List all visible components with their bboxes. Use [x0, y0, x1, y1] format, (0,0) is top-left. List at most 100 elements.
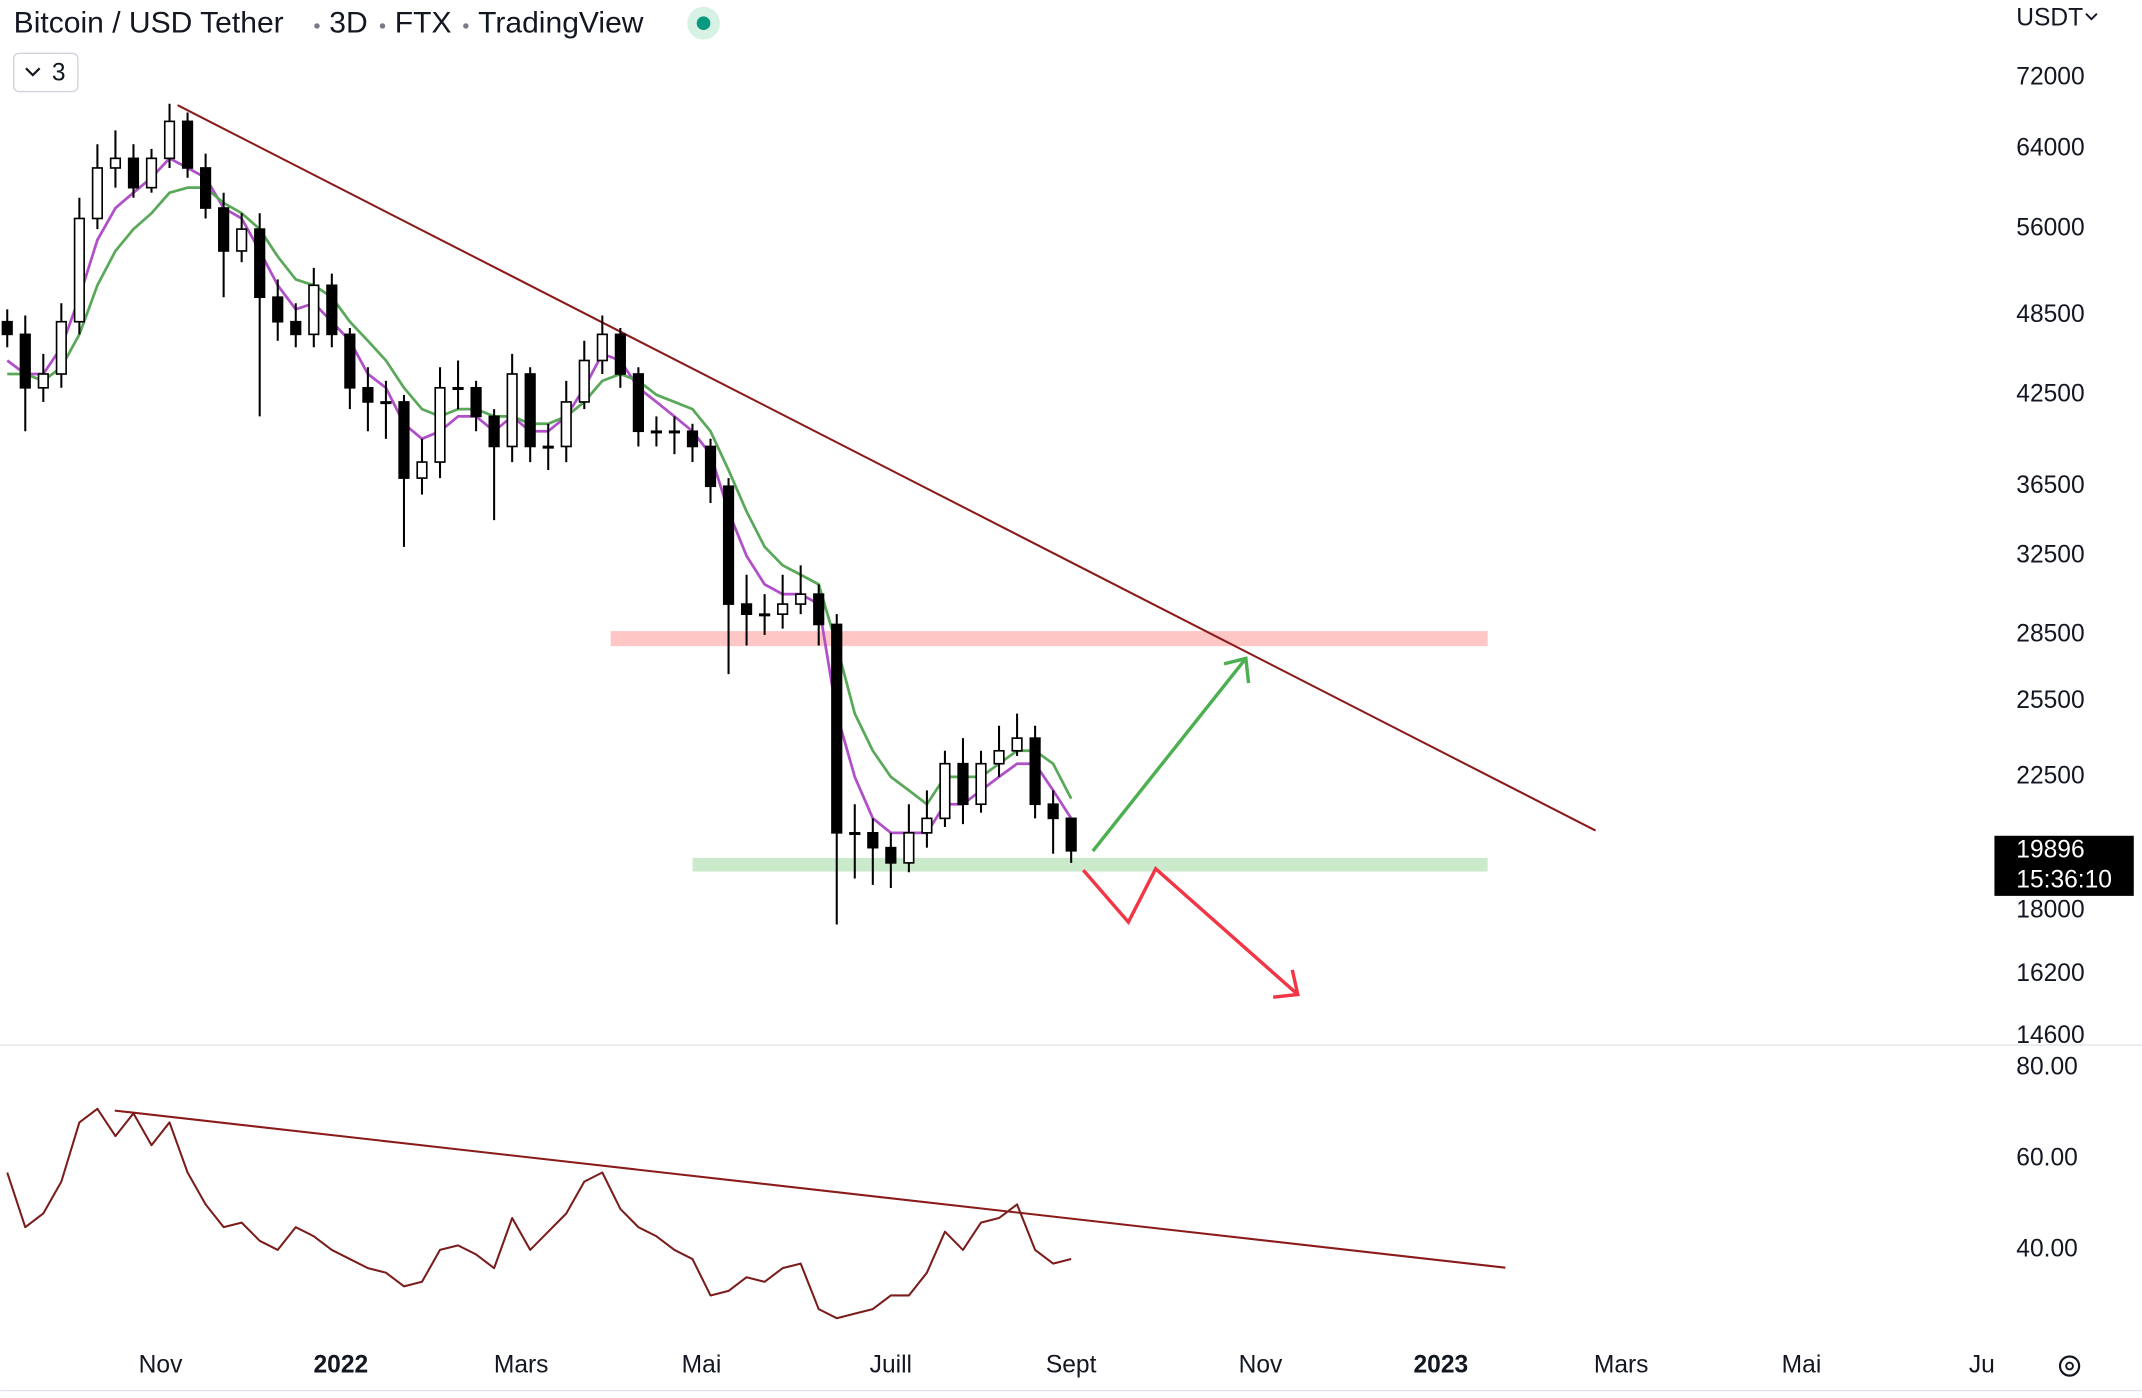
candle-body [885, 846, 897, 864]
candle-body [1047, 803, 1059, 820]
candle-body [55, 320, 67, 375]
last-price-label: 19896 [2016, 836, 2084, 863]
candle-body [831, 623, 843, 834]
candle-body [308, 284, 320, 336]
candle-body [867, 832, 879, 849]
candle-body [939, 762, 951, 820]
y-tick-label: 32500 [2016, 541, 2084, 568]
last-price-tag [1994, 835, 2134, 896]
candle-body [596, 333, 608, 362]
candle-body [632, 373, 644, 433]
down-arrow [1082, 866, 1300, 999]
candle-body [795, 593, 807, 605]
candle-body [200, 167, 212, 209]
y-tick-label: 72000 [2016, 64, 2084, 91]
candle-body [849, 832, 861, 836]
up-arrow [1091, 656, 1251, 853]
candle-body [903, 832, 915, 864]
candle-body [777, 603, 789, 615]
interval[interactable]: 3D [329, 7, 367, 40]
candle-body [362, 386, 374, 403]
x-tick-label: Nov [139, 1352, 183, 1379]
candle-body [488, 415, 500, 448]
y-tick-label: 64000 [2016, 134, 2084, 161]
y-tick-label: 14600 [2016, 1022, 2084, 1049]
candle-body [181, 120, 194, 169]
y-tick-label: 18000 [2016, 896, 2084, 923]
rsi-trend-line [114, 1109, 1506, 1269]
candle-body [813, 593, 825, 626]
currency[interactable]: USDT [2016, 5, 2083, 32]
candle-body [1011, 737, 1023, 752]
candle-body [957, 762, 969, 806]
candle-body [398, 401, 410, 479]
candle-body [73, 217, 85, 323]
candle-body [326, 284, 338, 336]
candle-body [506, 373, 518, 448]
source: TradingView [478, 7, 644, 40]
candle-body [614, 333, 626, 375]
candle-body [434, 386, 446, 463]
x-tick-label: Mai [682, 1352, 722, 1379]
y-tick-label: 16200 [2016, 960, 2084, 987]
chevron [2085, 12, 2098, 21]
settings-icon[interactable] [2058, 1355, 2081, 1377]
candle-body [272, 296, 284, 323]
candle-body [1029, 737, 1041, 806]
candle-body [1065, 817, 1077, 852]
separator [463, 23, 469, 29]
x-tick-label: 2022 [314, 1352, 369, 1379]
candle-body [452, 386, 464, 390]
candle-body [759, 613, 771, 617]
candle-body [740, 603, 753, 615]
candle-body [254, 228, 266, 299]
candle-body [524, 373, 536, 448]
moving-average [6, 156, 1073, 835]
chevron [25, 67, 41, 77]
y-tick-label: 80.00 [2016, 1053, 2078, 1080]
indicator-toggle[interactable] [13, 52, 79, 93]
x-tick-label: Mars [494, 1352, 549, 1379]
candle-body [290, 320, 302, 336]
separator [379, 23, 386, 29]
background [0, 104, 2142, 1392]
candle-body [470, 386, 482, 418]
gear-hub [2065, 1361, 2074, 1371]
rsi-line [6, 1107, 1072, 1320]
x-tick-label: Mai [1782, 1352, 1822, 1379]
x-tick-label: Ju [1969, 1352, 1995, 1379]
candle-body [704, 445, 717, 488]
candle-body [650, 430, 663, 434]
resistance-zone [610, 631, 1488, 647]
candle-body [380, 401, 392, 405]
y-tick-label: 42500 [2016, 380, 2084, 407]
x-tick-label: Sept [1046, 1352, 1097, 1379]
candle-body [19, 333, 31, 389]
gear [2058, 1355, 2081, 1377]
candle-body [145, 157, 158, 189]
x-tick-label: Juill [870, 1352, 912, 1379]
candle-body [127, 157, 140, 189]
y-tick-label: 28500 [2016, 620, 2084, 647]
countdown-label: 15:36:10 [2016, 866, 2112, 893]
y-tick-label: 36500 [2016, 472, 2084, 499]
candle-body [1, 320, 13, 336]
candle-body [163, 120, 176, 160]
candle-body [686, 430, 699, 448]
trend-line [177, 104, 1597, 832]
candle-body [236, 228, 248, 252]
candle-body [993, 749, 1005, 765]
x-tick-label: Mars [1594, 1352, 1649, 1379]
moving-average [7, 186, 1073, 806]
candle-body [578, 359, 590, 403]
y-tick-label: 48500 [2016, 301, 2084, 328]
status-dot [696, 16, 711, 31]
candle-body [218, 207, 230, 252]
indicator-count[interactable]: 3 [52, 59, 66, 86]
y-tick-label: 22500 [2016, 762, 2084, 789]
annotations [1082, 656, 1300, 999]
candle-body [416, 461, 428, 479]
candle-body [722, 485, 735, 605]
y-tick-label: 60.00 [2016, 1144, 2078, 1171]
